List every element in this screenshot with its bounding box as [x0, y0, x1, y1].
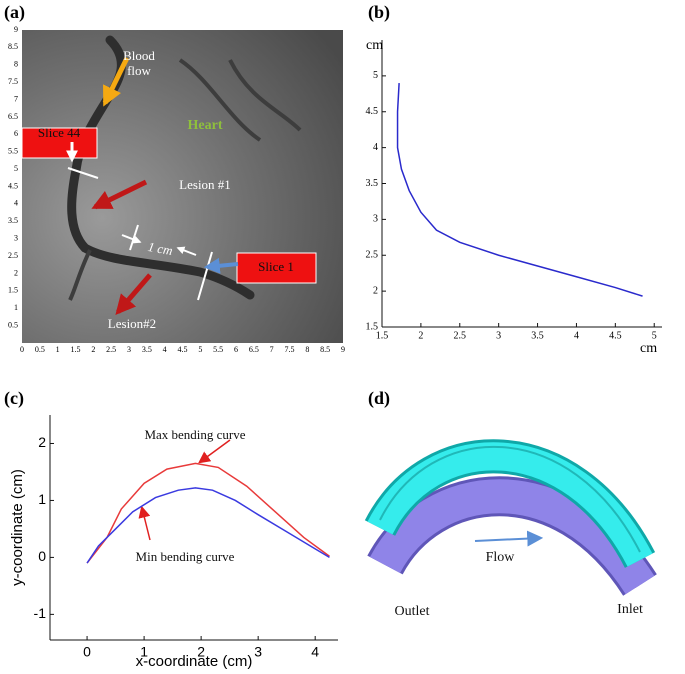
- arrow: [198, 439, 231, 464]
- y-tick-label: 2.5: [366, 250, 379, 261]
- x-tick-label: 6: [234, 345, 238, 354]
- x-tick-label: 1.5: [376, 330, 389, 341]
- x-tick-label: 4.5: [178, 345, 188, 354]
- annotation: Heart: [188, 118, 223, 133]
- y-tick-label: 3.5: [8, 216, 18, 225]
- x-tick-label: 5.5: [213, 345, 223, 354]
- y-tick-label: 4: [373, 142, 378, 153]
- y-tick-label: 3.5: [366, 178, 379, 189]
- y-tick-label: 1: [14, 303, 18, 312]
- y-tick-label: 2: [373, 285, 378, 296]
- y-tick-label: 0.5: [8, 320, 18, 329]
- x-tick-label: 3: [127, 345, 131, 354]
- x-tick-label: 3.5: [531, 330, 544, 341]
- x-tick-label: 2: [91, 345, 95, 354]
- x-tick-label: 6.5: [249, 345, 259, 354]
- x-tick-label: 1: [140, 643, 148, 659]
- x-tick-label: 4.5: [609, 330, 622, 341]
- y-tick-label: 3: [14, 233, 18, 242]
- y-tick-label: 1.5: [366, 321, 379, 332]
- y-tick-label: 4: [14, 199, 18, 208]
- y-tick-label: 2: [14, 268, 18, 277]
- panel-label: (a): [4, 2, 25, 23]
- y-tick-label: 2: [38, 434, 46, 450]
- x-tick-label: 7.5: [285, 345, 295, 354]
- y-tick-label: 1: [38, 491, 46, 507]
- annotation: Lesion#2: [108, 316, 156, 331]
- y-tick-label: 2.5: [8, 251, 18, 260]
- y-tick-label: 5: [373, 70, 378, 81]
- y-tick-label: 7: [14, 94, 18, 103]
- line-series: [396, 83, 643, 297]
- annotation: Outlet: [395, 604, 430, 619]
- x-tick-label: 8: [305, 345, 309, 354]
- y-tick-label: 5.5: [8, 147, 18, 156]
- line-series: [86, 462, 330, 564]
- x-tick-label: 0.5: [35, 345, 45, 354]
- y-tick-label: -1: [34, 605, 47, 621]
- y-tick-label: 5: [14, 164, 18, 173]
- x-tick-label: 8.5: [320, 345, 330, 354]
- x-tick-label: 4: [574, 330, 579, 341]
- x-tick-label: 3.5: [142, 345, 152, 354]
- arrow: [138, 505, 151, 541]
- annotation: Lesion #1: [179, 177, 231, 192]
- x-tick-label: 7: [270, 345, 274, 354]
- annotation: 1 cm: [147, 239, 174, 258]
- annotation: Slice 1: [258, 259, 294, 274]
- panel-label: (c): [4, 388, 24, 409]
- y-tick-label: 4.5: [366, 106, 379, 117]
- vessel-render: [364, 439, 657, 597]
- annotation: Slice 44: [38, 125, 81, 140]
- y-tick-label: 0: [38, 548, 46, 564]
- annotation: Inlet: [617, 602, 643, 617]
- x-tick-label: 4: [163, 345, 167, 354]
- x-tick-label: 2.5: [454, 330, 467, 341]
- x-tick-label: 0: [83, 643, 91, 659]
- y-tick-label: 4.5: [8, 181, 18, 190]
- panel-label: (b): [368, 2, 390, 23]
- x-axis-label: x-coordinate (cm): [136, 653, 253, 670]
- annotation: Blood flow: [123, 48, 155, 78]
- line-series: [86, 487, 330, 564]
- y-tick-label: 6.5: [8, 112, 18, 121]
- x-tick-label: 9: [341, 345, 345, 354]
- angiogram: [21, 30, 343, 343]
- x-tick-label: 1.5: [71, 345, 81, 354]
- x-tick-label: 2: [197, 643, 205, 659]
- x-tick-label: 1: [56, 345, 60, 354]
- x-tick-label: 5: [198, 345, 202, 354]
- x-axis-label: cm: [640, 341, 657, 356]
- annotation: Max bending curve: [144, 427, 245, 442]
- y-tick-label: 7.5: [8, 77, 18, 86]
- x-tick-label: 2: [418, 330, 423, 341]
- x-tick-label: 2.5: [106, 345, 116, 354]
- annotation: Flow: [486, 550, 516, 565]
- y-tick-label: 1.5: [8, 286, 18, 295]
- x-tick-label: 4: [311, 643, 319, 659]
- y-tick-label: 8.5: [8, 42, 18, 51]
- y-axis-label: cm: [366, 38, 383, 53]
- y-tick-label: 6: [14, 129, 18, 138]
- panel-label: (d): [368, 388, 390, 409]
- x-tick-label: 5: [652, 330, 657, 341]
- x-tick-label: 3: [496, 330, 501, 341]
- y-tick-label: 3: [373, 214, 378, 225]
- annotation: Min bending curve: [136, 549, 235, 564]
- x-tick-label: 3: [254, 643, 262, 659]
- y-tick-label: 9: [14, 25, 18, 34]
- x-tick-label: 0: [20, 345, 24, 354]
- y-tick-label: 8: [14, 60, 18, 69]
- y-axis-label: y-coordinate (cm): [9, 469, 26, 586]
